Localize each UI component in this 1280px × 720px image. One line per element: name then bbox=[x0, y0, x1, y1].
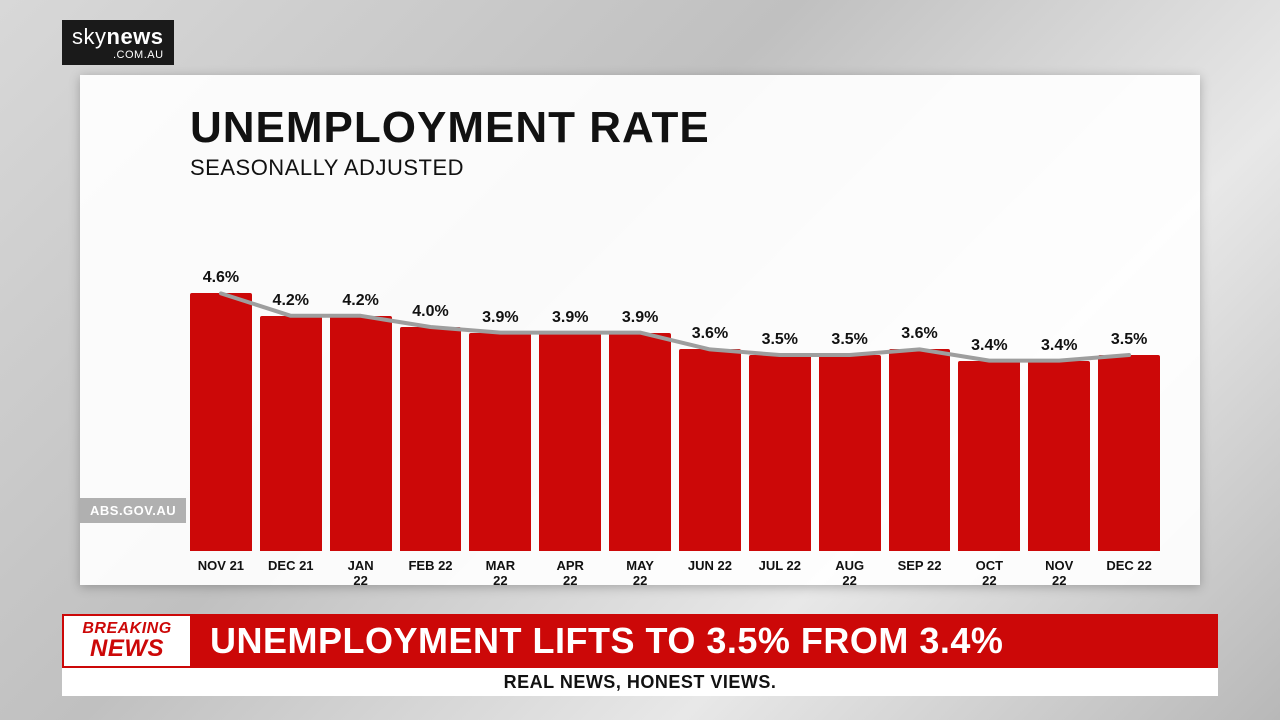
bar-group: 3.5% bbox=[819, 331, 881, 551]
x-axis-label: MAR22 bbox=[469, 559, 531, 589]
bar-value-label: 4.2% bbox=[273, 292, 309, 310]
bar-value-label: 3.9% bbox=[552, 309, 588, 327]
bar bbox=[1098, 355, 1160, 551]
bar-group: 4.2% bbox=[260, 292, 322, 551]
bar-group: 3.5% bbox=[1098, 331, 1160, 551]
bar-value-label: 3.9% bbox=[622, 309, 658, 327]
network-logo: skynews .COM.AU bbox=[62, 20, 174, 65]
x-axis-label: NOV22 bbox=[1028, 559, 1090, 589]
bar-value-label: 3.6% bbox=[692, 325, 728, 343]
logo-line-1: skynews bbox=[72, 26, 164, 48]
breaking-label-2: NEWS bbox=[90, 637, 164, 661]
x-axis-label: SEP 22 bbox=[889, 559, 951, 589]
x-axis-label: JUN 22 bbox=[679, 559, 741, 589]
x-axis-label: APR22 bbox=[539, 559, 601, 589]
bar bbox=[260, 316, 322, 551]
bar bbox=[819, 355, 881, 551]
bar-group: 3.4% bbox=[1028, 337, 1090, 551]
bar-group: 3.9% bbox=[539, 309, 601, 551]
bar-value-label: 3.5% bbox=[762, 331, 798, 349]
bar bbox=[609, 333, 671, 551]
bar-group: 3.4% bbox=[958, 337, 1020, 551]
bar bbox=[749, 355, 811, 551]
bar bbox=[400, 327, 462, 551]
data-source-tag: ABS.GOV.AU bbox=[80, 498, 186, 523]
bar bbox=[539, 333, 601, 551]
bar-group: 4.2% bbox=[330, 292, 392, 551]
lower-third: BREAKING NEWS UNEMPLOYMENT LIFTS TO 3.5%… bbox=[62, 614, 1218, 668]
bar-value-label: 3.4% bbox=[971, 337, 1007, 355]
bar-value-label: 3.4% bbox=[1041, 337, 1077, 355]
bar bbox=[958, 361, 1020, 551]
bar-group: 3.6% bbox=[679, 325, 741, 551]
x-axis-label: JAN22 bbox=[330, 559, 392, 589]
bar-value-label: 4.0% bbox=[412, 303, 448, 321]
bar-group: 3.9% bbox=[609, 309, 671, 551]
bar-group: 3.6% bbox=[889, 325, 951, 551]
x-axis-label: NOV 21 bbox=[190, 559, 252, 589]
chart-subtitle: SEASONALLY ADJUSTED bbox=[190, 155, 1160, 181]
x-axis-label: OCT22 bbox=[958, 559, 1020, 589]
bar-chart: 4.6% 4.2% 4.2% 4.0% 3.9% 3.9% 3.9% 3.6% 3.5% 3.5%… bbox=[190, 221, 1160, 551]
bar bbox=[1028, 361, 1090, 551]
bar-value-label: 4.6% bbox=[203, 269, 239, 287]
bar bbox=[469, 333, 531, 551]
bar-value-label: 4.2% bbox=[342, 292, 378, 310]
x-axis-label: AUG22 bbox=[819, 559, 881, 589]
bar bbox=[190, 293, 252, 551]
x-axis-label: DEC 22 bbox=[1098, 559, 1160, 589]
chart-title: UNEMPLOYMENT RATE bbox=[190, 103, 1160, 153]
breaking-news-badge: BREAKING NEWS bbox=[62, 614, 192, 668]
x-axis-label: JUL 22 bbox=[749, 559, 811, 589]
headline-ticker: UNEMPLOYMENT LIFTS TO 3.5% FROM 3.4% bbox=[192, 614, 1218, 668]
bar-value-label: 3.5% bbox=[1111, 331, 1147, 349]
tagline-bar: REAL NEWS, HONEST VIEWS. bbox=[62, 668, 1218, 696]
bar-value-label: 3.6% bbox=[901, 325, 937, 343]
x-axis-label: FEB 22 bbox=[400, 559, 462, 589]
bar-group: 4.6% bbox=[190, 269, 252, 551]
bar bbox=[679, 349, 741, 551]
bar bbox=[889, 349, 951, 551]
x-axis-labels: NOV 21 DEC 21 JAN22 FEB 22MAR22 APR22 MAY22 JU… bbox=[190, 559, 1160, 589]
bar bbox=[330, 316, 392, 551]
bar-group: 4.0% bbox=[400, 303, 462, 551]
chart-panel: UNEMPLOYMENT RATE SEASONALLY ADJUSTED 4.… bbox=[80, 75, 1200, 585]
bar-value-label: 3.5% bbox=[831, 331, 867, 349]
x-axis-label: DEC 21 bbox=[260, 559, 322, 589]
bar-value-label: 3.9% bbox=[482, 309, 518, 327]
bar-group: 3.5% bbox=[749, 331, 811, 551]
x-axis-label: MAY22 bbox=[609, 559, 671, 589]
bar-group: 3.9% bbox=[469, 309, 531, 551]
logo-domain: .COM.AU bbox=[72, 50, 164, 61]
